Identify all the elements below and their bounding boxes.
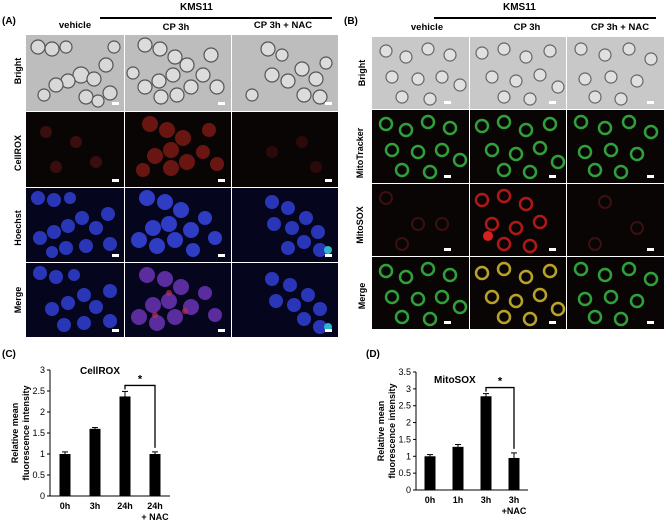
bar (149, 454, 161, 496)
panel-a-col-vehicle: vehicle (58, 20, 92, 31)
x-tick-label-line2: + NAC (141, 512, 169, 522)
y-axis-label-line2: fluorescence intensity (387, 383, 397, 478)
panel-a-image-grid (26, 35, 338, 337)
panel-b-image-grid (372, 37, 664, 329)
a-hoechst-vehicle (26, 188, 124, 262)
panel-d-label: (D) (366, 349, 380, 360)
x-tick-label: 24h (117, 501, 133, 511)
a-cellrox-cp3h (125, 112, 231, 187)
panel-b-col-cp3h: CP 3h (513, 22, 541, 33)
b-mitotracker-vehicle (372, 110, 469, 183)
x-tick-label: 3h (481, 495, 492, 505)
b-merge-vehicle (372, 257, 469, 329)
bar (452, 446, 464, 490)
panel-b-cellline: KMS11 (503, 2, 536, 13)
a-bright-cp3h (125, 35, 231, 111)
bar (89, 428, 101, 496)
panel-a-label: (A) (2, 16, 16, 27)
y-tick-label: 1 (40, 449, 45, 459)
y-tick-label: 0.5 (32, 470, 45, 480)
significance-bracket (124, 384, 156, 448)
x-tick-label-line1: 24h (147, 501, 163, 511)
a-merge-cp3h (125, 263, 231, 337)
panel-a-row-cellrox: CellROX (13, 135, 23, 172)
panel-b-row-mitotracker: MitoTracker (355, 127, 365, 179)
x-tick-label-line1: 3h (509, 495, 520, 505)
significance-marker: * (138, 373, 143, 385)
bar (508, 457, 520, 490)
y-tick-label: 2 (40, 407, 45, 417)
panel-b-header-line (434, 17, 656, 19)
y-tick-label: 0 (406, 485, 411, 495)
y-tick-label: 3 (40, 365, 45, 375)
a-merge-cp3h-nac (232, 263, 338, 337)
x-tick-label-line2: +NAC (502, 506, 527, 516)
a-merge-vehicle (26, 263, 124, 337)
y-tick-label: 1.5 (32, 428, 45, 438)
panel-b-row-merge: Merge (357, 282, 367, 310)
y-axis-label-line2: fluorescence intensity (21, 385, 31, 480)
panel-a-header-line (100, 17, 332, 19)
y-tick-label: 0.5 (398, 468, 411, 478)
panel-b-col-cp3h-nac: CP 3h + NAC (590, 22, 650, 33)
b-mitotracker-cp3h (470, 110, 566, 183)
b-mitosox-vehicle (372, 184, 469, 256)
bar (480, 396, 492, 490)
panel-a-row-bright: Bright (13, 57, 23, 85)
chart-title: CellROX (80, 366, 120, 377)
y-axis-label-line1: Relative mean (10, 403, 20, 464)
panel-b-row-bright: Bright (357, 59, 367, 87)
y-tick-label: 2.5 (398, 401, 411, 411)
x-tick-label: 0h (60, 501, 71, 511)
b-merge-cp3h-nac (567, 257, 664, 329)
x-tick-label: 3h (90, 501, 101, 511)
b-mitosox-cp3h-nac (567, 184, 664, 256)
bar (424, 456, 436, 490)
y-tick-label: 3 (406, 384, 411, 394)
y-axis-label: Relative meanfluorescence intensity (10, 385, 31, 480)
y-tick-label: 3.5 (398, 367, 411, 377)
significance-marker: * (498, 376, 503, 388)
y-tick-label: 1 (406, 451, 411, 461)
a-bright-cp3h-nac (232, 35, 338, 111)
panel-a-row-merge: Merge (13, 286, 23, 314)
y-axis-label-line1: Relative mean (376, 401, 386, 462)
chart-title: MitoSOX (434, 375, 476, 386)
b-bright-vehicle (372, 37, 469, 109)
a-hoechst-cp3h-nac (232, 188, 338, 262)
chart-cellrox: 0 0.5 1 1.5 2 2.5 3 Relative meanfluorescence i… (10, 365, 170, 522)
b-mitosox-cp3h (470, 184, 566, 256)
panel-a-row-hoechst: Hoechst (13, 210, 23, 246)
y-tick-label: 2 (406, 418, 411, 428)
bar (119, 396, 131, 496)
significance-bracket (485, 386, 515, 449)
x-tick-label: 0h (425, 495, 436, 505)
bar (59, 454, 71, 496)
panel-b-label: (B) (344, 16, 358, 27)
y-axis-label: Relative meanfluorescence intensity (376, 383, 397, 478)
x-tick-label: 3h +NAC (502, 495, 527, 516)
panel-c-label: (C) (2, 349, 16, 360)
b-bright-cp3h (470, 37, 566, 109)
panel-b-col-vehicle: vehicle (410, 22, 444, 33)
panel-b-row-mitosox: MitoSOX (355, 206, 365, 244)
b-bright-cp3h-nac (567, 37, 664, 109)
b-merge-cp3h (470, 257, 566, 329)
y-tick-label: 1.5 (398, 434, 411, 444)
a-cellrox-vehicle (26, 112, 124, 187)
a-hoechst-cp3h (125, 188, 231, 262)
x-tick-label: 1h (453, 495, 464, 505)
y-tick-label: 0 (40, 491, 45, 501)
panel-a-col-cp3h: CP 3h (162, 22, 190, 33)
panel-a-cellline: KMS11 (180, 2, 213, 13)
y-tick-label: 2.5 (32, 386, 45, 396)
b-mitotracker-cp3h-nac (567, 110, 664, 183)
a-cellrox-cp3h-nac (232, 112, 338, 187)
a-bright-vehicle (26, 35, 124, 111)
panel-a-col-cp3h-nac: CP 3h + NAC (253, 20, 313, 31)
x-tick-label: 24h + NAC (141, 501, 169, 522)
